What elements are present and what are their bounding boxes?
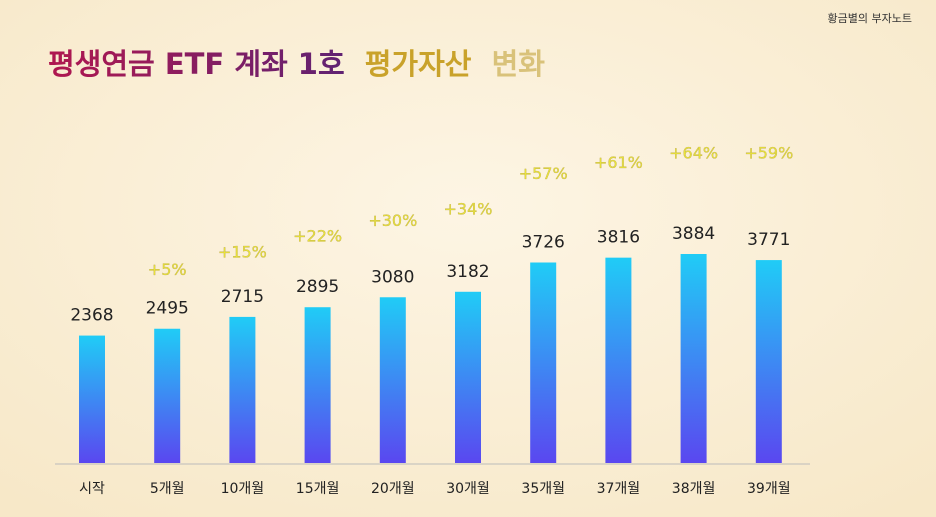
watermark: 황금별의 부자노트 — [828, 12, 912, 25]
x-tick-label: 38개월 — [672, 481, 716, 497]
change-label: +34% — [444, 199, 493, 218]
x-tick-label: 37개월 — [597, 481, 641, 497]
value-label: 3816 — [597, 228, 640, 248]
bar — [229, 316, 256, 463]
bar — [154, 328, 181, 463]
bar — [755, 260, 782, 463]
bar — [79, 335, 105, 463]
x-tick-label: 시작 — [79, 481, 105, 497]
value-label: 2495 — [146, 299, 189, 319]
change-label: +61% — [594, 153, 643, 172]
value-label: 3771 — [747, 230, 790, 250]
chart-title: 평생연금 ETF 계좌 1호 평가자산 변화 — [48, 47, 545, 81]
title-part: 평생연금 ETF 계좌 1호 — [48, 47, 345, 81]
x-tick-label: 5개월 — [150, 481, 185, 497]
change-label: +15% — [218, 242, 267, 261]
value-label: 2715 — [221, 287, 264, 307]
x-tick-label: 39개월 — [747, 481, 791, 497]
title-part: 평가자산 — [365, 47, 472, 81]
change-label: +64% — [669, 144, 718, 163]
value-label: 3726 — [522, 233, 565, 253]
value-label: 3884 — [672, 224, 715, 244]
x-tick-label: 15개월 — [296, 481, 340, 497]
value-label: 2895 — [296, 277, 339, 297]
change-label: +5% — [148, 260, 187, 279]
x-tick-label: 35개월 — [521, 481, 565, 497]
bar — [530, 262, 557, 463]
x-tick-label: 20개월 — [371, 481, 415, 497]
x-tick-label: 30개월 — [446, 481, 490, 497]
value-label: 3080 — [371, 267, 414, 287]
title-part: 변화 — [492, 47, 546, 81]
x-tick-label: 10개월 — [221, 481, 265, 497]
bar — [304, 307, 331, 463]
change-label: +22% — [293, 227, 342, 246]
change-label: +57% — [519, 164, 568, 183]
value-label: 3182 — [446, 262, 489, 282]
change-label: +59% — [744, 144, 793, 163]
bar — [680, 254, 707, 463]
bar — [379, 297, 406, 463]
value-label: 2368 — [70, 306, 113, 326]
bar — [455, 291, 481, 463]
bar — [605, 257, 632, 463]
change-label: +30% — [368, 211, 417, 230]
